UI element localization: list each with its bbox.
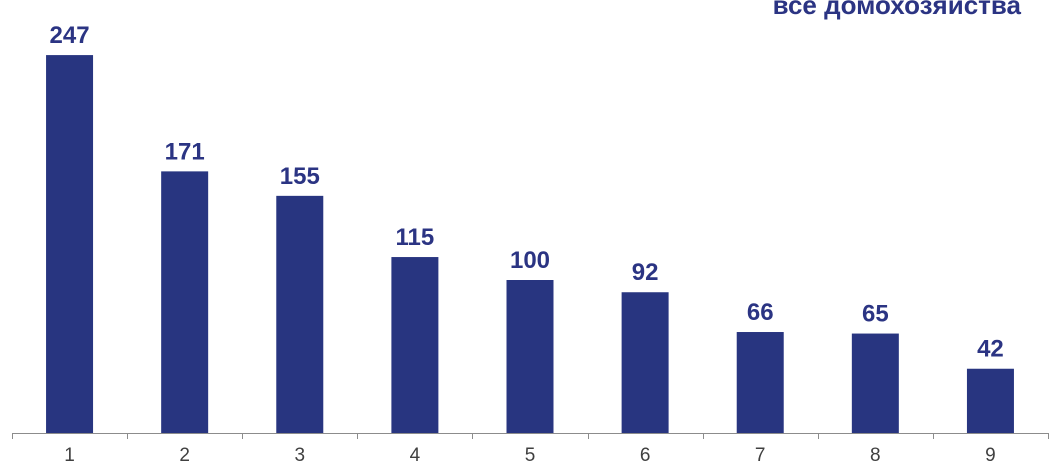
x-tick-label: 4 xyxy=(410,445,421,462)
x-tick-label: 6 xyxy=(640,445,651,462)
bar xyxy=(276,195,324,433)
x-tick-label: 2 xyxy=(179,445,190,462)
bar xyxy=(621,292,669,433)
bar xyxy=(161,171,209,433)
bar-value-label: 171 xyxy=(165,138,205,165)
bar xyxy=(506,280,554,433)
bar-value-label: 66 xyxy=(747,299,774,326)
x-tick-label: 7 xyxy=(755,445,766,462)
bar xyxy=(391,257,439,433)
bar xyxy=(46,55,94,434)
bar-value-label: 115 xyxy=(396,224,435,251)
bar-value-label: 155 xyxy=(280,163,320,190)
chart-title: все домохозяйства xyxy=(772,0,1021,20)
bar-value-label: 247 xyxy=(50,22,90,49)
bar-value-label: 92 xyxy=(632,259,659,286)
bar-value-label: 42 xyxy=(977,336,1004,363)
bar-value-label: 100 xyxy=(510,247,550,274)
x-tick-label: 8 xyxy=(870,445,881,462)
x-tick-label: 1 xyxy=(64,445,75,462)
bars-group xyxy=(46,55,1014,434)
bar xyxy=(851,333,899,433)
x-axis-ticks xyxy=(12,433,1049,439)
value-labels-group: 247 171 155 115 100 92 66 65 42 xyxy=(50,22,1004,363)
x-axis-tick-labels: 1 2 3 4 5 6 7 8 9 xyxy=(64,445,995,462)
bar xyxy=(736,332,784,433)
x-tick-label: 5 xyxy=(525,445,536,462)
bar-value-label: 65 xyxy=(862,301,889,328)
x-tick-label: 9 xyxy=(985,445,996,462)
x-tick-label: 3 xyxy=(294,445,305,462)
bar xyxy=(966,368,1014,433)
